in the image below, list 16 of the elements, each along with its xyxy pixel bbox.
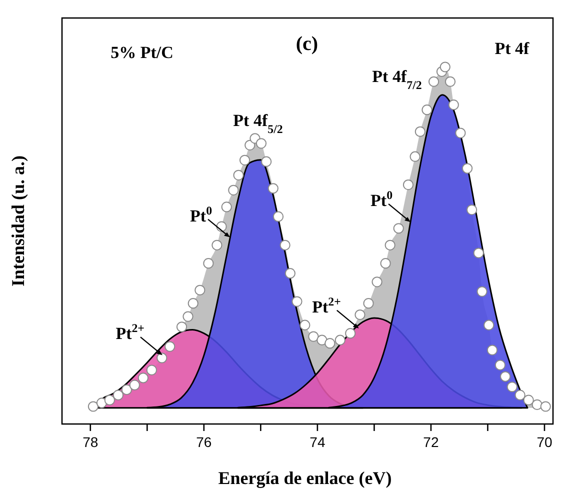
x-tick-label: 78 xyxy=(82,434,98,450)
annotation: Pt$^{2+}$ xyxy=(312,294,342,316)
x-tick-label: 72 xyxy=(423,434,439,450)
annotation: Pt 4f$_{7/2}$ xyxy=(372,67,422,92)
y-axis-title: Intensidad (u. a.) xyxy=(8,155,28,287)
x-axis-title: Energía de enlace (eV) xyxy=(218,468,392,488)
x-tick-label: 70 xyxy=(536,434,552,450)
annotation: Pt$^{2+}$ xyxy=(116,321,145,344)
x-tick-label: 74 xyxy=(310,434,326,450)
annotation: Pt$^{0}$ xyxy=(190,203,212,226)
x-tick-label: 76 xyxy=(196,434,212,450)
text: Pt 4f xyxy=(494,39,530,58)
annotation: Pt$^{0}$ xyxy=(370,188,393,210)
text: 5% Pt/C xyxy=(110,43,174,62)
chart-title: (c) xyxy=(296,33,318,55)
annotation: Pt 4f$_{5/2}$ xyxy=(233,111,283,136)
